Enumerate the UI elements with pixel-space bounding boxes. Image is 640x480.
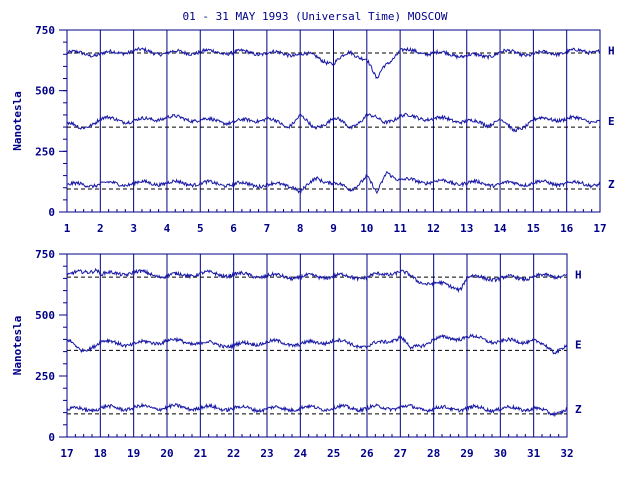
chart-title: 01 - 31 MAY 1993 (Universal Time) MOSCOW [183,10,448,23]
x-tick-label: 30 [494,447,507,460]
y-tick-label: 750 [35,248,55,261]
series-label-H: H [575,269,582,282]
series-line-E [66,112,601,133]
series-line-E [66,333,568,355]
y-tick-label: 0 [48,206,55,219]
x-tick-label: 12 [427,222,440,235]
x-tick-label: 19 [127,447,140,460]
x-tick-label: 10 [360,222,373,235]
x-tick-label: 4 [164,222,171,235]
y-tick-label: 250 [35,370,55,383]
x-tick-label: 2 [97,222,104,235]
x-tick-label: 17 [60,447,73,460]
x-tick-label: 29 [460,447,473,460]
series-label-E: E [608,115,615,128]
x-tick-label: 7 [264,222,271,235]
series-line-Z [66,171,601,195]
series-label-Z: Z [608,178,615,191]
x-tick-label: 9 [330,222,337,235]
x-tick-label: 23 [260,447,273,460]
x-tick-label: 17 [593,222,606,235]
y-axis-label: Nanotesla [11,316,24,376]
x-tick-label: 16 [560,222,574,235]
x-tick-label: 1 [64,222,71,235]
series-line-Z [66,402,568,418]
y-axis-label: Nanotesla [11,91,24,151]
x-tick-label: 5 [197,222,204,235]
x-tick-label: 11 [394,222,408,235]
x-tick-label: 6 [230,222,237,235]
x-tick-label: 14 [493,222,507,235]
x-tick-label: 20 [160,447,173,460]
x-tick-label: 27 [394,447,407,460]
chart-panel-bottom: 17 18 19 20 21 22 23 24 25 26 27 28 29 30 31 32 0 250 500 7… [11,248,582,460]
x-tick-label: 21 [194,447,208,460]
series-line-H [66,267,568,294]
chart-panel-top: 1 2 3 4 5 6 7 8 9 10 11 12 13 14 15 16 170250500750Nanot… [11,24,615,235]
y-tick-label: 250 [35,145,55,158]
series-label-Z: Z [575,403,582,416]
series-label-H: H [608,45,615,58]
x-tick-label: 8 [297,222,304,235]
x-tick-label: 15 [527,222,540,235]
series-label-E: E [575,338,582,351]
x-tick-label: 32 [560,447,573,460]
y-tick-label: 500 [35,309,55,322]
x-tick-label: 28 [427,447,440,460]
series-line-H [66,46,601,80]
x-tick-label: 24 [294,447,308,460]
chart-panels: 1 2 3 4 5 6 7 8 9 10 11 12 13 14 15 16 170250500750Nanot… [11,24,615,460]
x-tick-label: 22 [227,447,240,460]
y-tick-label: 0 [48,431,55,444]
y-tick-label: 500 [35,85,55,98]
x-tick-label: 13 [460,222,473,235]
x-tick-label: 3 [130,222,137,235]
y-tick-label: 750 [35,24,55,37]
x-tick-label: 31 [527,447,541,460]
x-tick-label: 18 [94,447,107,460]
x-tick-label: 26 [360,447,374,460]
x-tick-label: 25 [327,447,340,460]
